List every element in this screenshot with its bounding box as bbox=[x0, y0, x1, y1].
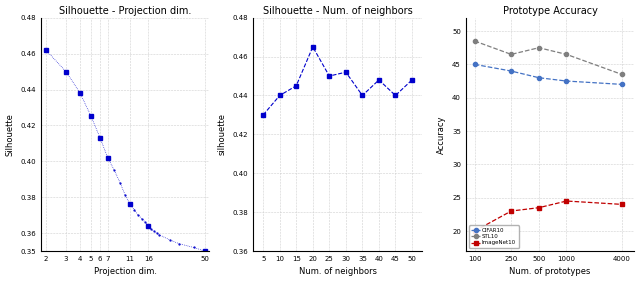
Title: Silhouette - Projection dim.: Silhouette - Projection dim. bbox=[59, 6, 191, 16]
Title: Prototype Accuracy: Prototype Accuracy bbox=[502, 6, 598, 16]
CIFAR10 bbox=[471, 63, 479, 66]
STL10 bbox=[508, 53, 515, 56]
CIFAR10 bbox=[563, 79, 570, 83]
Line: ImageNet10: ImageNet10 bbox=[472, 199, 624, 233]
Y-axis label: Accuracy: Accuracy bbox=[437, 115, 446, 154]
Title: Silhouette - Num. of neighbors: Silhouette - Num. of neighbors bbox=[262, 6, 412, 16]
Line: STL10: STL10 bbox=[472, 39, 624, 76]
ImageNet10 bbox=[618, 203, 625, 206]
Y-axis label: silhouette: silhouette bbox=[218, 113, 227, 155]
STL10 bbox=[563, 53, 570, 56]
ImageNet10 bbox=[535, 206, 543, 210]
ImageNet10 bbox=[471, 229, 479, 233]
Legend: CIFAR10, STL10, ImageNet10: CIFAR10, STL10, ImageNet10 bbox=[468, 226, 519, 248]
STL10 bbox=[618, 73, 625, 76]
CIFAR10 bbox=[508, 69, 515, 73]
STL10 bbox=[471, 39, 479, 43]
Line: CIFAR10: CIFAR10 bbox=[472, 62, 624, 87]
ImageNet10 bbox=[563, 199, 570, 203]
Y-axis label: Silhouette: Silhouette bbox=[6, 113, 15, 156]
X-axis label: Num. of prototypes: Num. of prototypes bbox=[509, 267, 591, 276]
CIFAR10 bbox=[535, 76, 543, 80]
X-axis label: Projection dim.: Projection dim. bbox=[93, 267, 157, 276]
CIFAR10 bbox=[618, 83, 625, 86]
ImageNet10 bbox=[508, 209, 515, 213]
STL10 bbox=[535, 46, 543, 49]
X-axis label: Num. of neighbors: Num. of neighbors bbox=[299, 267, 376, 276]
